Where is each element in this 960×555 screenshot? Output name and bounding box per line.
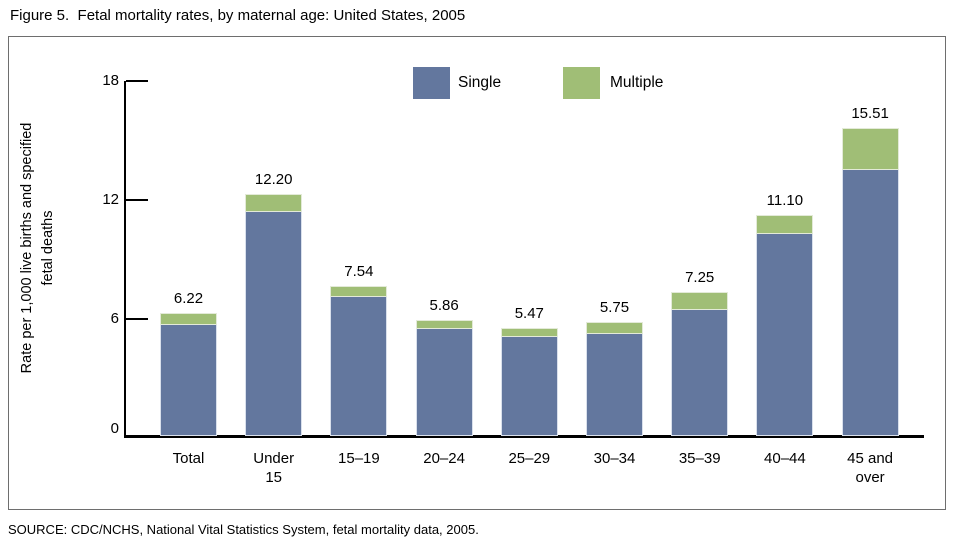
bar-segment-single — [415, 329, 473, 436]
y-tick-label: 18 — [102, 72, 119, 89]
y-tick-label: 0 — [110, 420, 119, 437]
y-tick-label: 12 — [102, 191, 119, 208]
bar-35-39 — [671, 292, 729, 436]
bar-segment-single — [245, 212, 303, 436]
bar-segment-multiple — [330, 286, 388, 297]
y-tick-mark — [126, 318, 148, 320]
bar-segment-single — [756, 234, 814, 436]
x-axis-category-label: 35–39 — [654, 449, 746, 468]
bar-under-15 — [245, 194, 303, 436]
bar-segment-single — [841, 170, 899, 436]
bar-segment-multiple — [756, 215, 814, 234]
x-axis-category-line: 30–34 — [593, 450, 636, 467]
chart-frame: Single Multiple Rate per 1,000 live birt… — [8, 36, 946, 510]
figure-title: Figure 5. Fetal mortality rates, by mate… — [10, 7, 466, 24]
x-axis-category-line: 45 and — [847, 450, 894, 467]
bar-segment-multiple — [586, 322, 643, 334]
bar-segment-single — [160, 325, 217, 436]
x-axis-line — [124, 435, 924, 438]
legend-label-single: Single — [458, 74, 502, 91]
bar-20-24 — [415, 320, 473, 436]
x-axis-category-line: 20–24 — [423, 450, 465, 467]
bar-value-label: 7.54 — [344, 263, 374, 280]
x-axis-category-line: 35–39 — [678, 450, 721, 467]
bar-15-19 — [330, 286, 388, 436]
y-axis-line — [124, 81, 126, 438]
bar-value-label: 6.22 — [173, 290, 204, 307]
x-axis-category-line: 25–29 — [508, 450, 551, 467]
legend-label-multiple: Multiple — [610, 74, 664, 91]
y-axis-title: Rate per 1,000 live births and specified… — [17, 38, 61, 458]
bar-segment-single — [330, 297, 388, 436]
bar-segment-single — [586, 334, 643, 436]
x-axis-category-line: over — [855, 469, 885, 486]
bar-value-label: 15.51 — [851, 105, 889, 122]
bar-value-label: 5.47 — [514, 305, 544, 322]
bar-value-label: 5.75 — [599, 299, 630, 316]
x-axis-category-line: 15–19 — [338, 450, 380, 467]
y-tick-label: 6 — [110, 310, 119, 327]
bar-value-label: 5.86 — [429, 297, 459, 314]
x-axis-category-line: Under — [253, 450, 295, 467]
x-axis-category-label: 20–24 — [398, 449, 490, 468]
y-tick-mark — [126, 199, 148, 201]
y-axis-title-line1: Rate per 1,000 live births and specified — [19, 122, 35, 374]
x-axis-category-line: 15 — [265, 469, 283, 486]
bar-segment-single — [671, 310, 729, 436]
x-axis-category-line: 40–44 — [764, 450, 806, 467]
x-axis-category-label: Under 15 — [228, 449, 320, 487]
bar-30-34 — [586, 322, 643, 436]
bar-segment-multiple — [841, 128, 899, 170]
x-axis-category-label: 15–19 — [313, 449, 405, 468]
bar-segment-multiple — [160, 313, 217, 325]
x-axis-category-line: Total — [172, 450, 205, 467]
bar-segment-multiple — [671, 292, 729, 310]
bar-segment-single — [500, 337, 558, 436]
bar-value-label: 11.10 — [766, 192, 804, 209]
x-axis-category-label: 25–29 — [483, 449, 575, 468]
bar-value-label: 12.20 — [254, 171, 293, 188]
bar-45-and-over — [841, 128, 899, 436]
source-note: SOURCE: CDC/NCHS, National Vital Statist… — [8, 522, 479, 537]
y-axis-title-line2: fetal deaths — [40, 210, 56, 286]
legend-swatch-single — [413, 67, 450, 99]
bar-value-label: 7.25 — [685, 269, 715, 286]
legend-swatch-multiple — [563, 67, 600, 99]
bar-segment-multiple — [500, 328, 558, 337]
x-axis-category-label: Total — [143, 449, 235, 468]
bar-40-44 — [756, 215, 814, 436]
bar-total — [160, 313, 217, 436]
x-axis-category-label: 30–34 — [569, 449, 661, 468]
bar-25-29 — [500, 328, 558, 436]
plot-area: 6.22 Total 12.20 Under 15 7.54 15–19 5.86 20–24 5… — [124, 80, 932, 486]
bar-segment-multiple — [245, 194, 303, 212]
x-axis-category-label: 45 and over — [824, 449, 916, 487]
y-tick-mark — [126, 80, 148, 82]
x-axis-category-label: 40–44 — [739, 449, 831, 468]
bar-segment-multiple — [415, 320, 473, 329]
